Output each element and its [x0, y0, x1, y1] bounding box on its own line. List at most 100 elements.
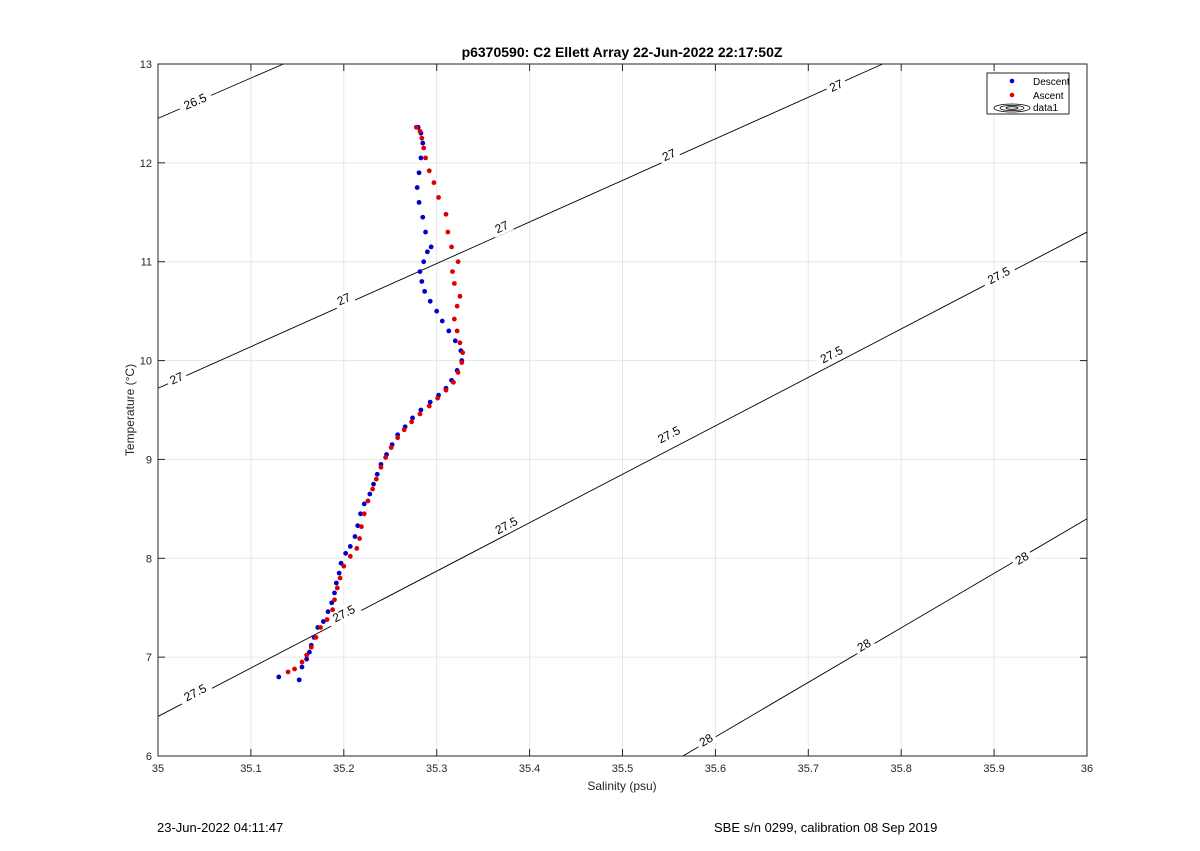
- legend-data1-label: data1: [1033, 103, 1058, 114]
- chart-title: p6370590: C2 Ellett Array 22-Jun-2022 22…: [462, 44, 783, 60]
- ascent-point: [454, 328, 460, 334]
- contour-line: [157, 63, 883, 389]
- y-tick-label: 8: [146, 553, 152, 565]
- descent-point: [355, 523, 361, 529]
- y-axis-ticks: 6 7 8 9 10 11 12 13: [140, 59, 1087, 763]
- descent-point: [427, 399, 433, 405]
- ascent-point: [373, 476, 379, 482]
- descent-point: [320, 619, 326, 624]
- x-tick-label: 35: [152, 763, 164, 775]
- ascent-point: [426, 168, 432, 174]
- x-tick-label: 35.1: [240, 763, 261, 775]
- x-tick-label: 35.8: [890, 763, 911, 775]
- descent-point: [410, 415, 415, 421]
- ascent-point: [308, 644, 314, 650]
- x-axis-label: Salinity (psu): [587, 779, 656, 793]
- descent-point: [347, 544, 353, 549]
- ascent-point: [451, 281, 457, 286]
- ascent-point: [318, 625, 323, 630]
- ascent-point: [413, 124, 419, 130]
- x-tick-label: 35.9: [983, 763, 1004, 775]
- ascent-point: [304, 652, 310, 658]
- ascent-point: [359, 524, 364, 530]
- footer-calibration: SBE s/n 0299, calibration 08 Sep 2019: [714, 820, 938, 835]
- descent-point: [439, 318, 445, 324]
- ascent-point: [449, 244, 454, 250]
- descent-point: [361, 501, 367, 507]
- descent-point: [418, 155, 424, 161]
- ascent-point: [455, 259, 461, 265]
- svg-text:27: 27: [493, 218, 511, 236]
- ascent-point: [324, 617, 330, 622]
- svg-text:27: 27: [660, 146, 678, 164]
- ascent-point: [313, 634, 319, 640]
- x-tick-label: 35.6: [705, 763, 726, 775]
- legend-descent-marker: [1009, 78, 1015, 84]
- ascent-point: [451, 316, 457, 322]
- ascent-point: [455, 370, 461, 375]
- contour-label: 27: [824, 75, 849, 97]
- descent-point: [427, 298, 433, 304]
- ascent-point: [451, 379, 456, 385]
- legend[interactable]: Descent Ascent data1: [986, 72, 1070, 115]
- svg-text:28: 28: [697, 731, 716, 750]
- descent-point: [332, 590, 337, 596]
- ascent-point: [354, 546, 360, 551]
- descent-point: [336, 570, 342, 576]
- contour-line: [157, 63, 284, 119]
- descent-point: [299, 664, 305, 670]
- ascent-point: [332, 597, 337, 603]
- contour-label: 27: [331, 288, 356, 310]
- y-tick-label: 12: [140, 158, 152, 170]
- legend-contour-icon: [993, 103, 1031, 113]
- descent-point: [296, 677, 302, 683]
- svg-text:27: 27: [335, 290, 353, 308]
- x-tick-label: 36: [1081, 763, 1093, 775]
- ascent-point: [334, 585, 340, 591]
- legend-ascent-label: Ascent: [1033, 91, 1064, 102]
- descent-point: [304, 656, 310, 662]
- ascent-point: [357, 536, 362, 541]
- ascent-point: [426, 403, 432, 409]
- descent-point: [416, 200, 422, 205]
- descent-point: [333, 580, 339, 586]
- svg-text:27: 27: [168, 369, 186, 387]
- y-tick-label: 10: [140, 356, 152, 368]
- descent-point: [418, 407, 424, 413]
- contour-label: 28: [1009, 547, 1035, 570]
- legend-descent-label: Descent: [1033, 77, 1070, 88]
- legend-ascent-marker: [1009, 92, 1015, 98]
- y-axis-label: Temperature (°C): [123, 364, 137, 456]
- ascent-point: [337, 575, 343, 581]
- ascent-point: [431, 180, 437, 186]
- ascent-point: [395, 435, 401, 441]
- contour-label: 27: [489, 216, 514, 238]
- ascent-point: [378, 464, 384, 470]
- ascent-point: [457, 340, 463, 346]
- ascent-point: [383, 455, 389, 460]
- ascent-point: [421, 145, 427, 151]
- descent-point: [423, 229, 428, 235]
- descent-point: [428, 244, 434, 250]
- ascent-point: [435, 395, 441, 401]
- descent-point: [452, 338, 458, 344]
- x-tick-label: 35.7: [798, 763, 819, 775]
- x-tick-label: 35.2: [333, 763, 354, 775]
- contour-label: 27: [164, 367, 189, 389]
- svg-text:27: 27: [827, 77, 845, 95]
- x-tick-label: 35.5: [612, 763, 633, 775]
- ascent-point: [454, 303, 460, 309]
- ascent-point: [423, 155, 428, 161]
- y-tick-label: 9: [146, 454, 152, 466]
- descent-point: [421, 259, 427, 265]
- descent-point: [358, 511, 363, 517]
- ascent-point: [388, 445, 394, 450]
- descent-point: [343, 550, 349, 556]
- x-axis-ticks: 35 35.1 35.2 35.3 35.4 35.5 35.6 35.7 35.8 35.9 36: [152, 64, 1093, 775]
- x-tick-label: 35.3: [426, 763, 447, 775]
- contour-label: 28: [851, 634, 877, 657]
- ascent-point: [347, 553, 353, 559]
- contour-label: 27: [656, 144, 681, 166]
- ascent-point: [341, 563, 347, 569]
